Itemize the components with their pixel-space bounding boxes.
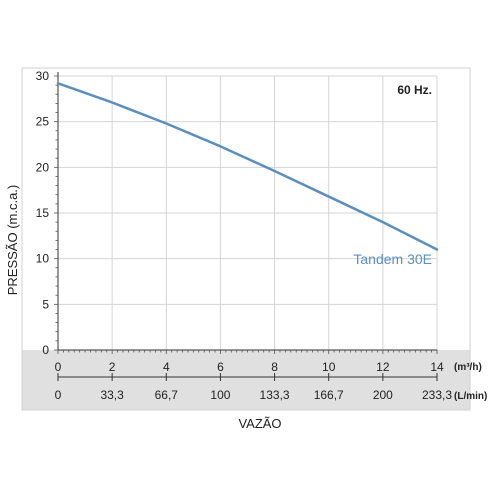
x-tick-label: 12 [376, 360, 390, 374]
y-tick-label: 25 [36, 115, 50, 129]
secondary-x-tick-label: 0 [55, 388, 62, 402]
x-axis-title: VAZÃO [238, 416, 281, 431]
secondary-x-tick-label: 100 [210, 388, 230, 402]
x-tick-label: 4 [163, 360, 170, 374]
y-tick-label: 30 [36, 69, 50, 83]
x-tick-label: 0 [55, 360, 62, 374]
series-line-tandem-30e [56, 82, 439, 251]
annotation-60hz: 60 Hz. [397, 83, 432, 97]
y-tick-label: 10 [36, 252, 50, 266]
y-tick-label: 0 [42, 343, 49, 357]
secondary-x-tick-label: 166,7 [314, 388, 344, 402]
y-tick-label: 20 [36, 160, 50, 174]
x-tick-label: 2 [109, 360, 116, 374]
y-tick-label: 15 [36, 206, 50, 220]
x-axis-band [22, 350, 470, 410]
secondary-x-tick-label: 33,3 [100, 388, 124, 402]
x-unit-label: (m³/h) [454, 362, 482, 373]
x-tick-label: 14 [430, 360, 444, 374]
series-label: Tandem 30E [353, 251, 432, 267]
secondary-x-tick-label: 66,7 [155, 388, 179, 402]
x-tick-label: 6 [217, 360, 224, 374]
y-tick-label: 5 [42, 297, 49, 311]
y-axis-ticks: 0 5 10 15 20 25 30 [36, 69, 59, 357]
y-axis-title: PRESSÃO (m.c.a.) [5, 185, 20, 296]
secondary-x-unit-label: (L/min) [454, 391, 487, 402]
secondary-x-tick-label: 200 [373, 388, 393, 402]
gridlines [58, 75, 438, 350]
secondary-x-tick-label: 233,3 [422, 388, 452, 402]
plot-frame [21, 67, 471, 411]
x-tick-label: 10 [322, 360, 336, 374]
series-layer [56, 82, 439, 251]
x-tick-label: 8 [271, 360, 278, 374]
secondary-x-tick-label: 133,3 [260, 388, 290, 402]
